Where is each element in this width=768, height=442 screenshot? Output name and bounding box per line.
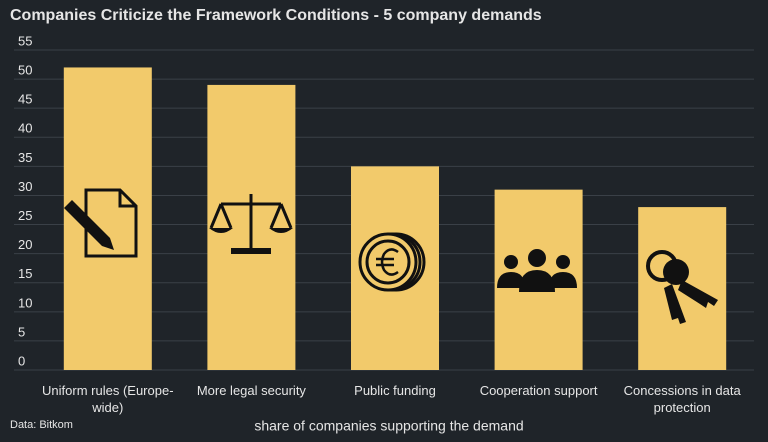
y-tick-label: 35 [18, 150, 32, 165]
x-tick-label: Concessions in data protection [623, 383, 741, 415]
y-tick-label: 45 [18, 92, 32, 107]
source: Data: Bitkom [10, 419, 73, 431]
y-tick-label: 15 [18, 266, 32, 281]
x-tick-label: Uniform rules (Europe-wide) [42, 383, 174, 415]
icon-keys [646, 250, 718, 324]
y-tick-label: 55 [18, 33, 32, 48]
icon-scales [209, 194, 293, 254]
y-tick-label: 40 [18, 121, 32, 136]
icon-people [497, 249, 577, 292]
x-tick-label: Cooperation support [479, 383, 598, 398]
marks: 0 5 10 15 20 25 30 35 40 45 50 55 [14, 33, 754, 371]
y-tick-label: 5 [18, 324, 25, 339]
y-tick-label: 0 [18, 353, 25, 368]
y-tick-label: 25 [18, 208, 32, 223]
y-tick-label: 30 [18, 179, 32, 194]
icon-document [64, 188, 138, 258]
x-tick-label: Public funding [354, 383, 436, 398]
y-tick-label: 50 [18, 63, 32, 78]
chart-title: Companies Criticize the Framework Condit… [10, 7, 542, 24]
x-tick-label: More legal security [196, 383, 306, 398]
y-tick-label: 10 [18, 295, 32, 310]
y-tick-label: 20 [18, 237, 32, 252]
icon-coins [358, 232, 426, 292]
x-axis-label: share of companies supporting the demand [254, 418, 523, 434]
